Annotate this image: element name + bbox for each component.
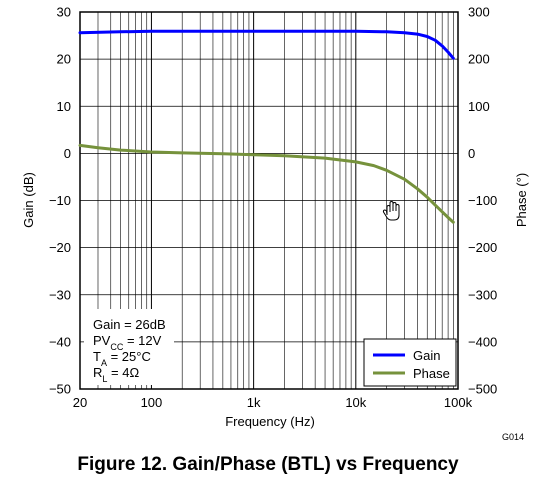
y-axis-right-title: Phase (°) [514,173,529,227]
y-left-tick-label: −50 [49,382,71,397]
condition-line: RL = 4Ω [93,365,139,384]
tick-labels: 20 100 1k 10k 100k3020100−10−20−30−40−503002… [49,5,497,411]
y-right-tick-label: −500 [468,382,497,397]
condition-text: = 4Ω [107,365,139,380]
y-right-tick-label: 100 [468,99,490,114]
y-right-tick-label: −300 [468,287,497,302]
x-axis-title: Frequency (Hz) [225,414,315,429]
y-right-tick-label: −200 [468,240,497,255]
y-left-tick-label: −20 [49,240,71,255]
y-left-tick-label: 30 [57,5,71,20]
condition-subscript: CC [110,342,123,352]
x-tick-label: 1k [247,395,261,410]
x-tick-label: 100k [444,395,473,410]
condition-text: = 25°C [107,349,151,364]
condition-text: T [93,349,101,364]
condition-text: PV [93,333,111,348]
legend-label-phase: Phase [413,366,450,381]
figure-caption: Figure 12. Gain/Phase (BTL) vs Frequency [77,454,459,475]
legend: Gain Phase [363,338,457,387]
condition-text: Gain = 26dB [93,317,166,332]
y-axis-left-title: Gain (dB) [21,172,36,228]
x-tick-label: 100 [141,395,163,410]
y-left-tick-label: −30 [49,287,71,302]
series-line-phase [78,143,455,224]
y-right-tick-label: 200 [468,52,490,67]
conditions-background [84,309,174,385]
series-layer [78,29,455,224]
y-left-tick-label: −10 [49,193,71,208]
x-tick-label: 10k [345,395,366,410]
series-line-gain [78,29,455,60]
y-left-tick-label: 0 [64,146,71,161]
condition-line: TA = 25°C [93,349,151,368]
condition-text: = 12V [123,333,161,348]
y-left-tick-label: −40 [49,334,71,349]
y-right-tick-label: −100 [468,193,497,208]
hand-cursor-icon [382,200,400,221]
x-tick-label: 20 [73,395,87,410]
y-left-tick-label: 10 [57,99,71,114]
figure-code: G014 [502,432,524,442]
y-right-tick-label: 300 [468,5,490,20]
y-right-tick-label: 0 [468,146,475,161]
legend-label-gain: Gain [413,348,440,363]
condition-subscript: A [101,358,107,368]
condition-line: PVCC = 12V [93,333,162,352]
y-right-tick-label: −400 [468,334,497,349]
grid [80,12,458,389]
plot-frame [79,11,459,390]
condition-line: Gain = 26dB [93,317,166,332]
condition-subscript: L [102,374,107,384]
legend-box [363,338,457,387]
condition-text: R [93,365,102,380]
y-left-tick-label: 20 [57,52,71,67]
